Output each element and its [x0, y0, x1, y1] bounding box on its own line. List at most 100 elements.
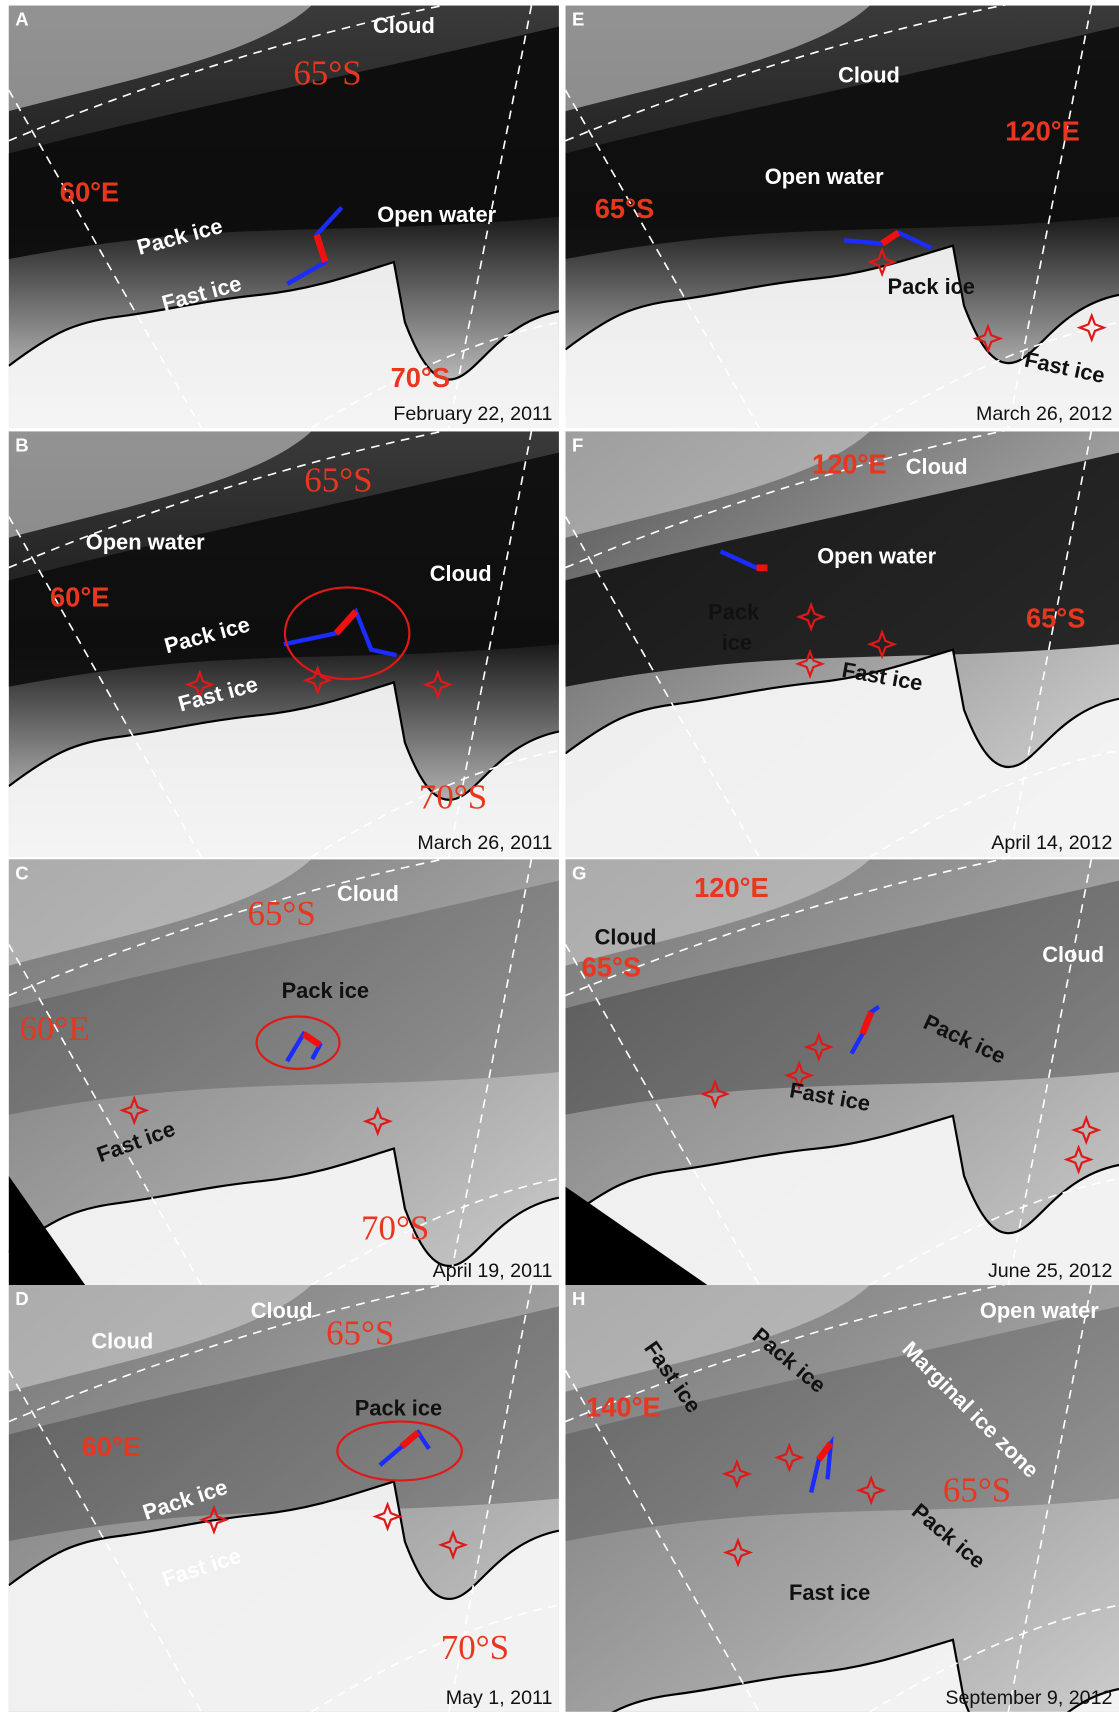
open-water: [8, 452, 559, 687]
polynya-star: [856, 1475, 887, 1506]
image-date: May 1, 2011: [446, 1687, 553, 1709]
longitude-line: [1007, 859, 1093, 1286]
polynya-star: [803, 1031, 834, 1063]
longitude-line: [8, 1370, 203, 1712]
region-label: 65°S: [304, 461, 372, 500]
polynya-star: [722, 1537, 754, 1568]
no-data: [8, 1175, 86, 1286]
region-label: Pack ice: [888, 274, 975, 299]
latitude-line: [565, 5, 1006, 142]
fast-ice: [565, 1115, 1119, 1286]
image-date: June 25, 2012: [988, 1260, 1112, 1282]
fast-ice: [565, 245, 1119, 429]
polynya-star: [1071, 1114, 1102, 1146]
image-date: April 19, 2011: [433, 1260, 553, 1282]
open-water: [565, 1306, 1119, 1542]
region-label: 60°E: [82, 1431, 141, 1462]
polynya-star: [794, 648, 826, 679]
region-label: 60°E: [60, 177, 119, 208]
image-date: March 26, 2012: [976, 403, 1112, 425]
region-label: 120°E: [812, 448, 887, 479]
region-label: Cloud: [906, 454, 968, 479]
region-label: Open water: [86, 530, 205, 555]
polynya-star: [796, 601, 827, 633]
latitude-line: [565, 859, 1006, 997]
longitude-line: [448, 1285, 533, 1712]
region-label: 65°S: [595, 193, 654, 224]
highlight-ellipse: [255, 1015, 341, 1070]
region-label: Pack ice: [355, 1395, 442, 1420]
polynya-star: [437, 1529, 469, 1560]
longitude-line: [8, 516, 203, 858]
region-label: Pack ice: [282, 978, 369, 1003]
polynya-star: [866, 629, 898, 660]
panel-letter: B: [15, 435, 28, 456]
drift-track-red: [333, 609, 359, 636]
region-label: 65°S: [326, 1313, 394, 1352]
longitude-line: [8, 944, 203, 1286]
polynya-star: [372, 1501, 403, 1532]
drift-track-red: [399, 1429, 421, 1450]
region-label: Cloud: [1042, 942, 1104, 967]
region-label: 120°E: [1005, 115, 1080, 146]
region-label: 70°S: [361, 1209, 429, 1248]
region-label: Cloud: [838, 62, 900, 87]
region-label: Open water: [980, 1298, 1099, 1323]
longitude-line: [565, 944, 760, 1286]
region-label: Open water: [817, 544, 936, 569]
region-label: Fast ice: [789, 1580, 870, 1605]
coastline: [8, 1480, 559, 1600]
panel-letter: F: [572, 435, 583, 456]
region-label: 70°S: [391, 362, 450, 393]
region-label: 70°S: [441, 1628, 509, 1667]
polynya-star: [784, 1060, 815, 1091]
polynya-star: [721, 1458, 753, 1490]
polynya-star: [866, 246, 898, 278]
panel-letter: H: [572, 1288, 585, 1309]
longitude-line: [565, 1370, 760, 1712]
latitude-line: [8, 1285, 447, 1423]
cloud: [565, 431, 870, 538]
open-water: [8, 26, 559, 260]
drift-track-red: [816, 1441, 834, 1462]
cloud: [8, 5, 312, 112]
cloud: [565, 5, 870, 112]
region-label: 60°E: [50, 582, 109, 613]
region-label: Open water: [377, 202, 496, 227]
latitude-line: [8, 431, 447, 569]
latitude-line: [8, 5, 447, 142]
fast-ice: [565, 1639, 1119, 1712]
fast-ice: [8, 262, 559, 429]
coastline: [8, 681, 559, 801]
region-label: 65°S: [582, 952, 641, 983]
polynya-star: [422, 669, 453, 700]
region-label: 60°E: [19, 1009, 89, 1048]
cloud: [8, 431, 312, 538]
cloud: [8, 859, 312, 966]
latitude-line: [8, 859, 447, 997]
cloud: [8, 1285, 312, 1392]
panel-letter: C: [15, 862, 28, 883]
longitude-line: [1007, 1285, 1093, 1712]
longitude-line: [8, 89, 203, 429]
drift-track-red: [859, 1010, 875, 1036]
open-water: [8, 1306, 559, 1542]
longitude-line: [565, 89, 760, 429]
polynya-star: [184, 669, 215, 700]
open-water: [565, 880, 1119, 1115]
longitude-line: [448, 431, 533, 858]
longitude-line: [448, 5, 533, 429]
drift-track-red: [880, 229, 901, 247]
region-label: 120°E: [694, 872, 769, 903]
cloud: [565, 1285, 870, 1392]
